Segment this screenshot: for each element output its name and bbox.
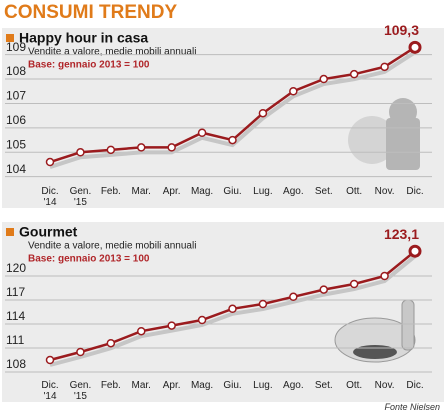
x-tick-label: Dic. bbox=[406, 380, 424, 391]
x-tick-label: Lug. bbox=[253, 380, 273, 391]
marker bbox=[289, 87, 298, 96]
marker bbox=[106, 338, 116, 348]
x-tick-label: Feb. bbox=[100, 186, 121, 197]
line-shadow bbox=[49, 254, 417, 367]
marker bbox=[258, 299, 268, 309]
marker bbox=[319, 74, 328, 84]
x-tick-label: Gen. '15 bbox=[69, 186, 92, 208]
note: Base: gennaio 2013 = 100 bbox=[28, 254, 150, 265]
y-tick-label: 108 bbox=[6, 357, 26, 371]
x-tick-label: Dic. '14 bbox=[41, 380, 59, 402]
marker bbox=[380, 271, 389, 281]
marker bbox=[228, 135, 237, 145]
marker bbox=[319, 285, 328, 294]
marker bbox=[408, 40, 422, 54]
x-tick-label: Dic. bbox=[406, 186, 424, 197]
y-tick-label: 120 bbox=[6, 261, 26, 275]
marker bbox=[197, 128, 207, 137]
x-tick-label: Nov. bbox=[374, 380, 395, 391]
legend-swatch bbox=[6, 34, 14, 42]
x-tick-label: Set. bbox=[314, 186, 333, 197]
x-tick-label: Gen. '15 bbox=[69, 380, 92, 402]
y-tick-label: 106 bbox=[6, 113, 26, 127]
x-tick-label: Mag. bbox=[190, 186, 214, 197]
x-tick-label: Mar. bbox=[131, 186, 151, 197]
marker bbox=[167, 321, 176, 330]
note: Base: gennaio 2013 = 100 bbox=[28, 60, 150, 71]
subtitle: Vendite a valore, medie mobili annuali bbox=[28, 47, 196, 58]
marker bbox=[137, 326, 146, 336]
x-tick-label: Mag. bbox=[190, 380, 214, 391]
marker bbox=[45, 157, 55, 167]
x-tick-label: Dic. '14 bbox=[41, 186, 59, 208]
marker bbox=[258, 108, 268, 118]
marker bbox=[289, 292, 298, 302]
y-tick-label: 111 bbox=[6, 333, 25, 347]
x-tick-label: Ago. bbox=[283, 380, 304, 391]
marker bbox=[408, 244, 422, 258]
chart-title: Happy hour in casa bbox=[19, 30, 148, 46]
marker bbox=[349, 69, 359, 79]
page-title: CONSUMI TRENDY bbox=[4, 2, 177, 23]
marker bbox=[228, 304, 237, 314]
marker bbox=[106, 145, 116, 155]
marker bbox=[76, 148, 85, 157]
y-tick-label: 105 bbox=[6, 137, 26, 151]
y-tick-label: 114 bbox=[6, 309, 25, 323]
x-tick-label: Set. bbox=[314, 380, 333, 391]
marker bbox=[137, 143, 146, 152]
x-tick-label: Giu. bbox=[223, 380, 242, 391]
source: Fonte Nielsen bbox=[384, 402, 440, 412]
subtitle: Vendite a valore, medie mobili annuali bbox=[28, 241, 196, 252]
x-tick-label: Mar. bbox=[131, 380, 151, 391]
x-tick-label: Apr. bbox=[162, 380, 181, 391]
x-tick-label: Nov. bbox=[374, 186, 395, 197]
chart-title: Gourmet bbox=[19, 224, 78, 240]
y-tick-label: 109 bbox=[6, 40, 26, 54]
value-label: 123,1 bbox=[384, 226, 419, 242]
y-tick-label: 104 bbox=[6, 162, 26, 176]
x-tick-label: Ott. bbox=[346, 380, 363, 391]
marker bbox=[349, 279, 359, 289]
marker bbox=[380, 62, 389, 72]
marker bbox=[167, 143, 176, 152]
y-tick-label: 108 bbox=[6, 64, 26, 78]
x-tick-label: Lug. bbox=[253, 186, 273, 197]
value-label: 109,3 bbox=[384, 22, 419, 38]
x-tick-label: Apr. bbox=[162, 186, 181, 197]
x-tick-label: Feb. bbox=[100, 380, 121, 391]
y-tick-label: 107 bbox=[6, 89, 26, 103]
marker bbox=[45, 355, 55, 365]
x-tick-label: Ago. bbox=[283, 186, 304, 197]
legend-swatch bbox=[6, 228, 14, 236]
y-tick-label: 117 bbox=[6, 285, 25, 299]
x-tick-label: Giu. bbox=[223, 186, 242, 197]
line-shadow bbox=[49, 50, 417, 169]
x-tick-label: Ott. bbox=[346, 186, 363, 197]
marker bbox=[197, 315, 207, 325]
marker bbox=[76, 347, 85, 357]
